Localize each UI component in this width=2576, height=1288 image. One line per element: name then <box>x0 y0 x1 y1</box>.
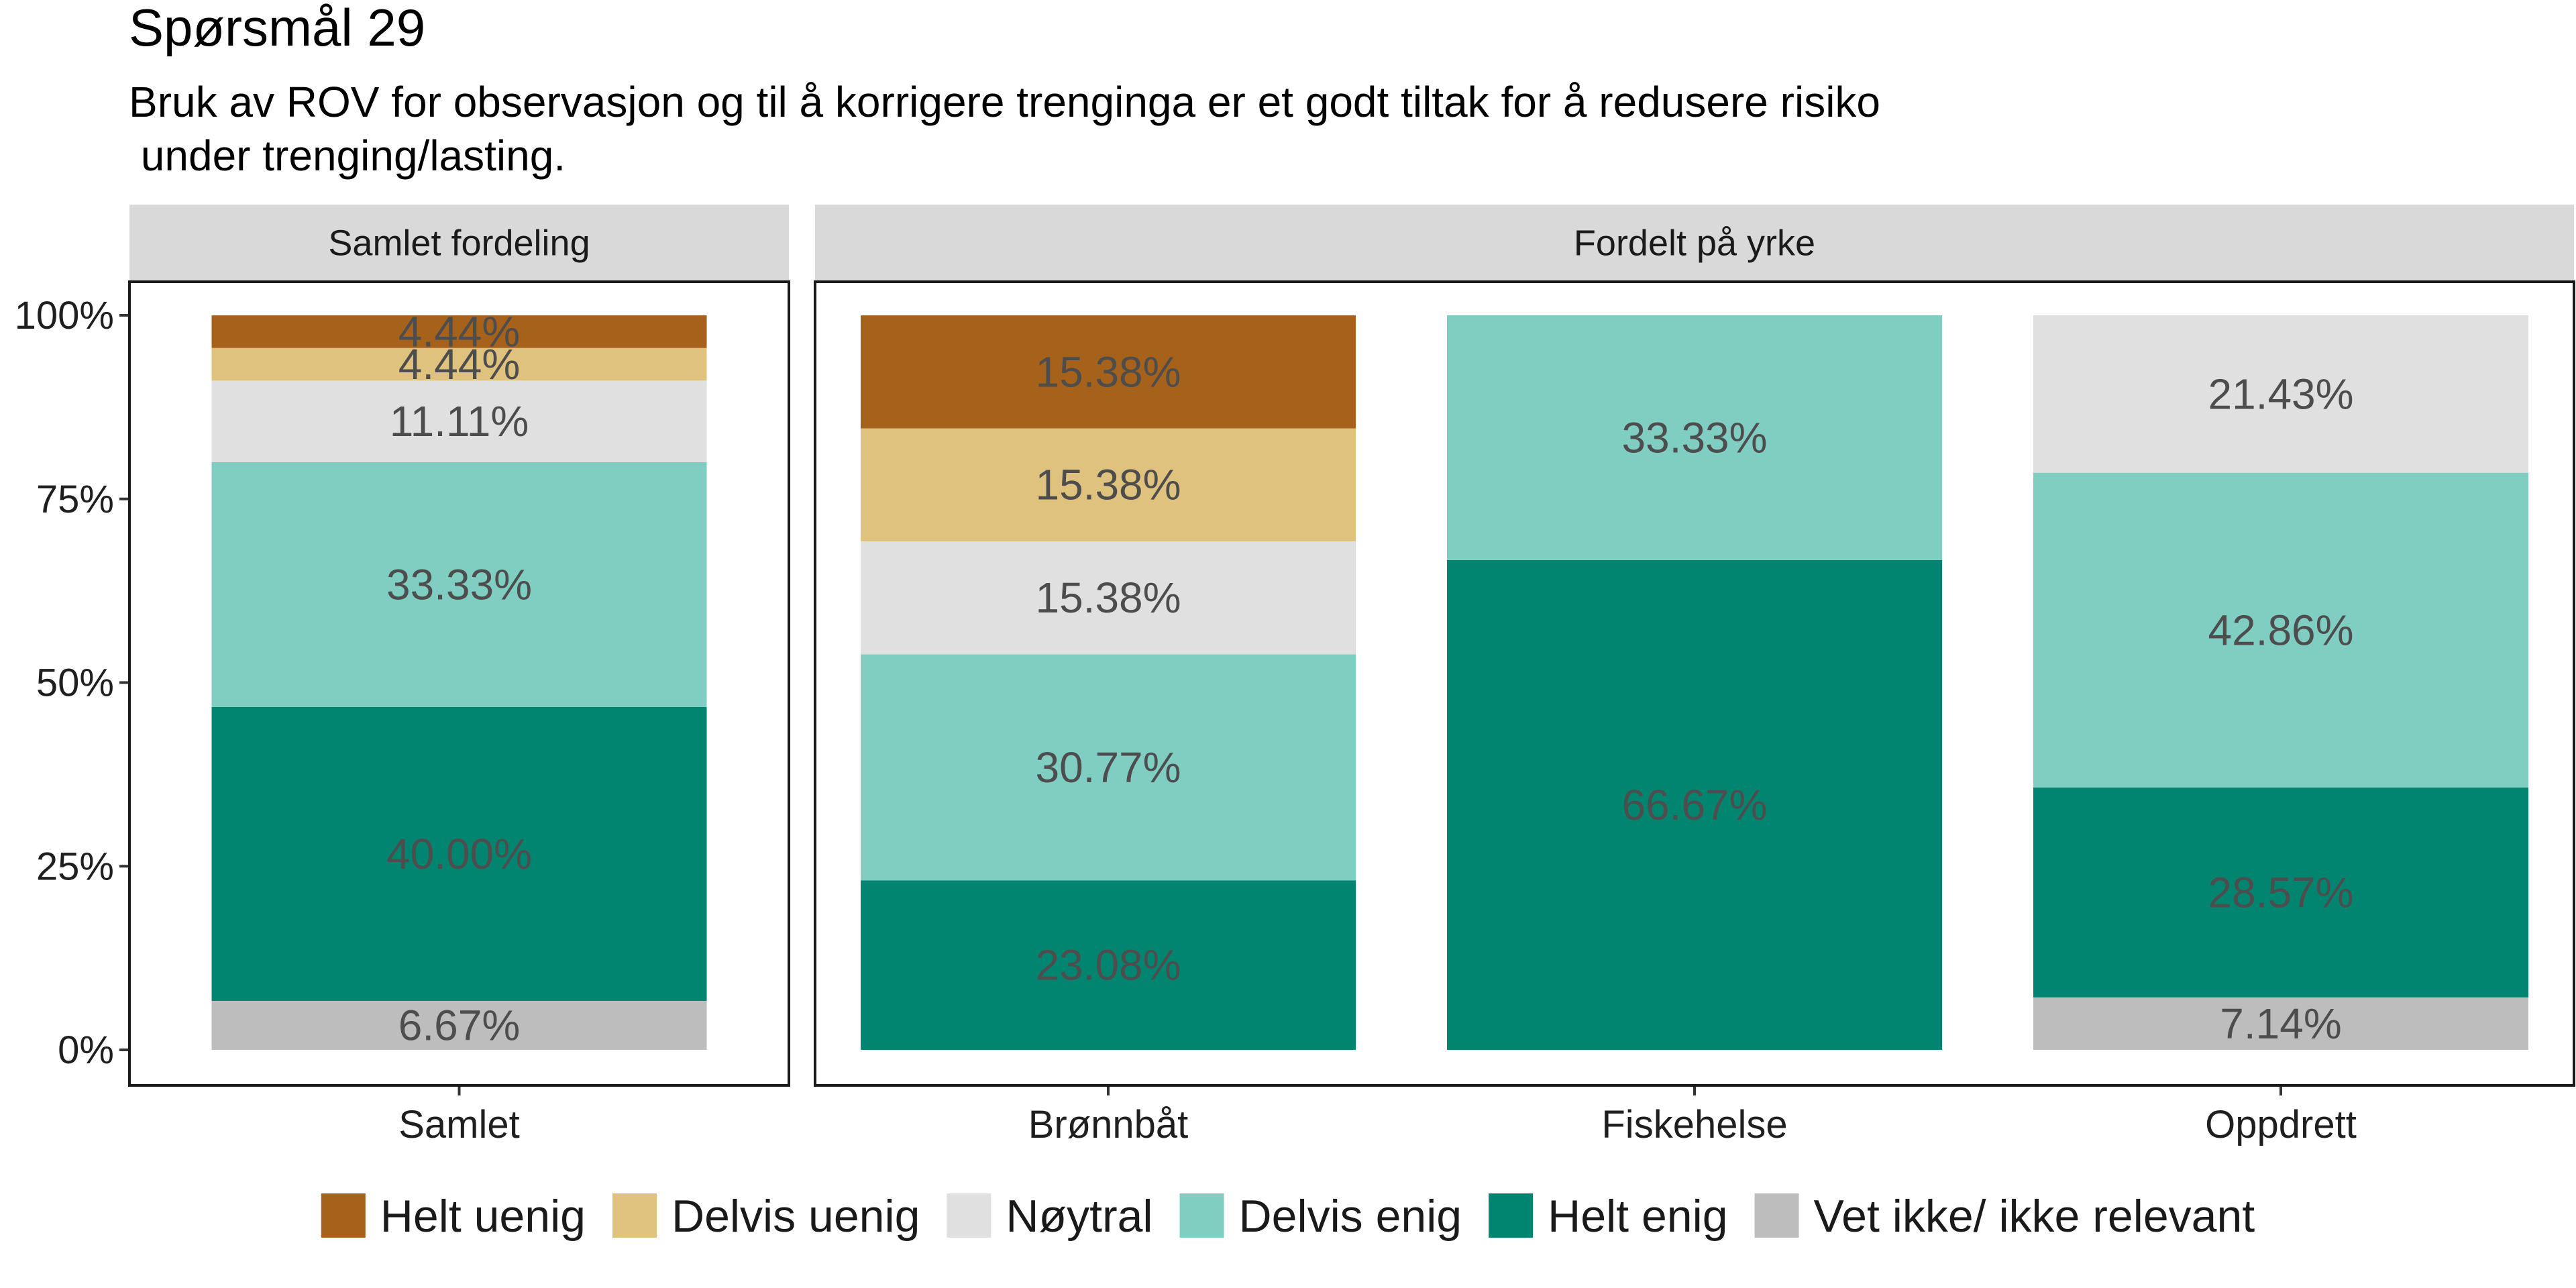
legend-swatch-vet-ikke-ikke-relevant <box>1754 1193 1799 1238</box>
segment-value-label: 30.77% <box>1035 743 1181 792</box>
segment-value-label: 42.86% <box>2208 606 2353 654</box>
legend-swatch-helt-uenig <box>321 1193 366 1238</box>
x-tick-label-bronnbat: Brønnbåt <box>1028 1103 1189 1146</box>
y-tick-label: 0% <box>58 1028 114 1072</box>
facet-strip-label: Fordelt på yrke <box>1574 223 1815 264</box>
legend-swatch-helt-enig <box>1489 1193 1534 1238</box>
facet-strip <box>815 205 2574 280</box>
bar-segment-oppdrett-delvis-enig <box>2033 472 2528 788</box>
bar-segment-oppdrett-vet-ikke-ikke-relevant <box>2033 997 2528 1050</box>
segment-value-label: 23.08% <box>1035 941 1181 989</box>
x-tick-label-oppdrett: Oppdrett <box>2205 1103 2357 1146</box>
y-tick-label: 75% <box>36 478 114 521</box>
facet-panel-border <box>128 280 790 1087</box>
legend-label-helt-enig: Helt enig <box>1548 1191 1727 1242</box>
bar-segment-fiskehelse-helt-enig <box>1447 559 1942 1050</box>
y-tick-label: 25% <box>36 845 114 888</box>
bar-segment-samlet-helt-enig <box>211 706 707 1001</box>
segment-value-label: 4.44% <box>398 340 520 388</box>
legend-label-helt-uenig: Helt uenig <box>380 1191 586 1242</box>
legend-swatch-delvis-enig <box>1179 1193 1224 1238</box>
segment-value-label: 66.67% <box>1621 781 1767 829</box>
bar-segment-samlet-vet-ikke-ikke-relevant <box>211 1000 707 1050</box>
facet-panel-border <box>814 280 2575 1087</box>
segment-value-label: 6.67% <box>398 1001 520 1049</box>
facet-strip <box>129 205 789 280</box>
segment-value-label: 4.44% <box>398 307 520 356</box>
facet-strip-label: Samlet fordeling <box>328 223 590 264</box>
legend-label-noytral: Nøytral <box>1006 1191 1152 1242</box>
bar-segment-samlet-delvis-uenig <box>211 347 707 381</box>
segment-value-label: 15.38% <box>1035 461 1181 509</box>
segment-value-label: 7.14% <box>2220 1000 2341 1048</box>
legend-label-vet-ikke-ikke-relevant: Vet ikke/ ikke relevant <box>1814 1191 2255 1242</box>
bar-segment-bronnbat-delvis-enig <box>861 654 1356 881</box>
bar-segment-oppdrett-helt-enig <box>2033 787 2528 998</box>
x-tick-label-fiskehelse: Fiskehelse <box>1601 1103 1787 1146</box>
segment-value-label: 11.11% <box>390 397 529 445</box>
bar-segment-bronnbat-delvis-uenig <box>861 428 1356 541</box>
bar-segment-fiskehelse-delvis-enig <box>1447 315 1942 560</box>
segment-value-label: 21.43% <box>2208 370 2353 418</box>
y-tick-label: 50% <box>36 661 114 705</box>
chart-subtitle: Bruk av ROV for observasjon og til å kor… <box>129 78 1880 180</box>
bar-segment-bronnbat-helt-uenig <box>861 315 1356 429</box>
segment-value-label: 15.38% <box>1035 574 1181 622</box>
legend-swatch-delvis-uenig <box>612 1193 657 1238</box>
segment-value-label: 33.33% <box>1621 413 1767 462</box>
segment-value-label: 33.33% <box>386 560 532 608</box>
bar-segment-samlet-delvis-enig <box>211 462 707 707</box>
legend-label-delvis-enig: Delvis enig <box>1239 1191 1462 1242</box>
y-tick-label: 100% <box>15 294 114 337</box>
segment-value-label: 28.57% <box>2208 868 2353 916</box>
bar-segment-oppdrett-noytral <box>2033 315 2528 473</box>
legend-swatch-noytral <box>947 1193 991 1238</box>
legend-label-delvis-uenig: Delvis uenig <box>672 1191 920 1242</box>
bar-segment-bronnbat-noytral <box>861 541 1356 655</box>
bar-segment-bronnbat-helt-enig <box>861 880 1356 1050</box>
bar-segment-samlet-noytral <box>211 380 707 462</box>
x-tick-label-samlet: Samlet <box>398 1103 520 1146</box>
segment-value-label: 15.38% <box>1035 347 1181 396</box>
chart-title: Spørsmål 29 <box>129 0 426 57</box>
segment-value-label: 40.00% <box>386 830 532 878</box>
bar-segment-samlet-helt-uenig <box>211 315 707 348</box>
